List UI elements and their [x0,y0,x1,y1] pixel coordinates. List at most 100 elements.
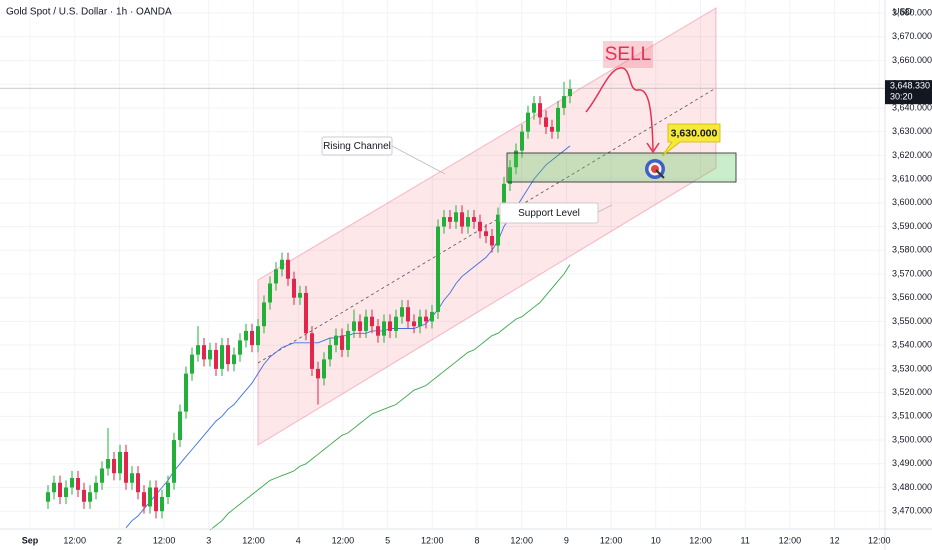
grid [0,0,885,529]
candle-body [202,345,206,360]
y-tick-label: 3,630.000 [892,126,932,136]
candle-body [316,368,320,379]
chart-title: Gold Spot / U.S. Dollar · 1h · OANDA [6,7,172,18]
candle-body [562,96,566,108]
countdown-label: 30:20 [890,92,913,102]
x-tick-label: 3 [206,535,211,545]
candle-body [544,117,548,127]
candle-body [160,496,164,512]
y-tick-label: 3,500.000 [892,434,932,444]
candle-body [82,489,86,502]
y-tick-label: 3,520.000 [892,387,932,397]
candle-body [70,477,74,488]
candle-body [352,321,356,331]
label-leader [391,145,446,175]
channel-label: Rising Channel [323,141,391,152]
y-tick-label: 3,470.000 [892,506,932,516]
label-box [499,202,599,224]
y-tick-label: 3,580.000 [892,245,932,255]
x-tick-label: 12:00 [242,535,265,545]
candle-body [322,359,326,379]
candle-body [358,321,362,331]
candle-body [46,492,50,502]
candle-body [460,212,464,227]
y-tick-label: 3,660.000 [892,55,932,65]
target-label: 3,630.000 [671,127,718,139]
plot [0,79,885,531]
candle-body [472,217,476,222]
y-tick-label: 3,480.000 [892,482,932,492]
sell-box [603,41,653,68]
candle-body [406,307,410,322]
x-tick-label: Sep [22,535,39,545]
candle-body [118,451,122,474]
candle-body [448,217,452,222]
candle-body [430,311,434,322]
candle-body [400,307,404,317]
candle-body [478,221,482,232]
candle-body [136,473,140,493]
x-tick-label: 12:00 [421,535,444,545]
y-tick-label: 3,590.000 [892,221,932,231]
candle-body [280,259,284,270]
candle-body [88,492,92,502]
candle-body [130,473,134,483]
candle-body [376,326,380,336]
candle-body [166,482,170,497]
candle-body [298,292,302,298]
candle-body [250,330,254,346]
candle-body [76,477,80,490]
candle-body [184,373,188,412]
channel-midline [257,87,717,364]
candle-body [124,451,128,483]
support-label: Support Level [518,208,580,219]
candle-body [196,345,200,355]
candle-body [274,269,278,284]
x-tick-label: 5 [385,535,390,545]
candle-body [220,345,224,369]
candle-body [112,459,116,474]
candle-body [304,292,308,334]
candle-body [418,316,422,327]
x-tick-label: 12:00 [779,535,802,545]
x-tick-label: 8 [474,535,479,545]
y-tick-label: 3,680.000 [892,7,932,17]
candle-body [58,482,62,497]
moving-average [209,264,571,531]
x-tick-label: 12:00 [153,535,176,545]
candle-body [496,214,500,246]
candle-body [208,349,212,360]
candle-body [466,217,470,227]
x-tick-label: 4 [296,535,301,545]
currency-label: USD [893,6,913,16]
candle-body [100,468,104,483]
candle-body [256,326,260,346]
y-tick-label: 3,530.000 [892,363,932,373]
y-tick-label: 3,620.000 [892,150,932,160]
candle-body [94,482,98,493]
x-tick-label: 12:00 [63,535,86,545]
candle-body [508,167,512,184]
candle-body [532,103,536,113]
candle-body [412,321,416,327]
x-tick-label: 10 [651,535,661,545]
candle-body [310,333,314,369]
candle-body [64,487,68,497]
candle-body [328,345,332,360]
candle-body [238,340,242,355]
y-tick-label: 3,570.000 [892,268,932,278]
sell-label: SELL [605,44,651,65]
candle-body [538,103,542,118]
price-tag-label: 3,648.330 [890,81,930,91]
x-tick-label: 12:00 [332,535,355,545]
candle-body [520,131,524,151]
candle-body [370,316,374,327]
candle-body [442,217,446,227]
x-tick-label: 12:00 [868,535,891,545]
candle-body [226,345,230,365]
candle-body [178,411,182,441]
candle-body [556,107,560,132]
candle-body [148,487,152,507]
